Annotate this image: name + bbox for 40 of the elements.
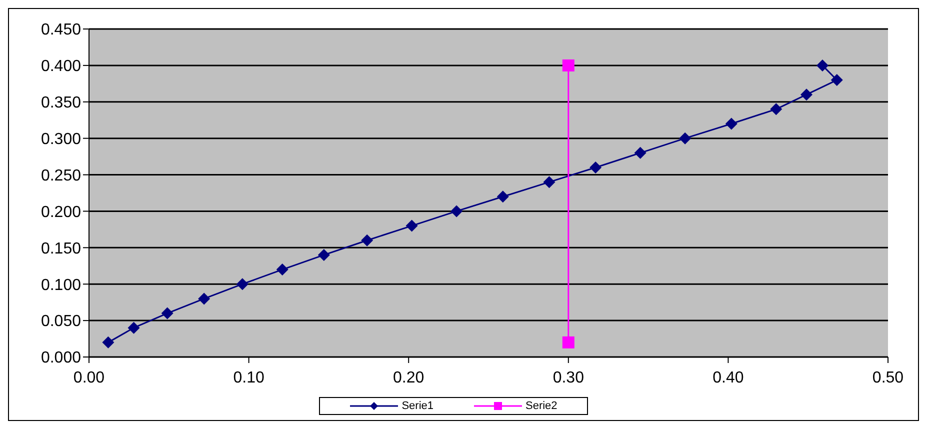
y-tick-label: 0.050 (40, 313, 82, 330)
y-tick-label: 0.400 (40, 58, 82, 76)
y-tick-label: 0.300 (40, 131, 82, 148)
x-tick-label: 0.30 (552, 369, 584, 386)
point (590, 161, 602, 174)
point (562, 59, 574, 72)
y-tick-label: 0.000 (40, 350, 82, 367)
point (318, 248, 330, 261)
point (830, 74, 843, 86)
legend-label: Serie2 (526, 400, 558, 412)
y-tick-label: 0.350 (40, 94, 82, 112)
x-tick-label: 0.10 (233, 369, 264, 386)
x-tick-label: 0.20 (393, 369, 424, 386)
point (562, 336, 574, 348)
point (679, 132, 692, 144)
point (406, 220, 418, 232)
point (161, 307, 174, 320)
point (543, 176, 556, 188)
point (450, 205, 463, 218)
point (102, 336, 114, 348)
point (361, 234, 374, 246)
point (634, 146, 646, 159)
x-tick-label: 0.50 (872, 369, 904, 386)
point (770, 103, 782, 116)
point (496, 190, 509, 203)
point (816, 59, 828, 72)
point (276, 264, 288, 276)
point (198, 292, 210, 305)
x-tick-label: 0.40 (712, 369, 744, 386)
y-tick-label: 0.450 (40, 22, 82, 39)
legend-label: Serie1 (402, 400, 434, 412)
y-tick-label: 0.100 (40, 276, 82, 294)
x-tick-label: 0.00 (73, 369, 105, 386)
y-tick-label: 0.150 (40, 240, 82, 258)
y-tick-label: 0.250 (40, 167, 82, 184)
y-tick-label: 0.200 (40, 204, 82, 221)
point (800, 88, 812, 101)
point (236, 278, 248, 290)
point (725, 118, 738, 130)
point (128, 322, 140, 334)
